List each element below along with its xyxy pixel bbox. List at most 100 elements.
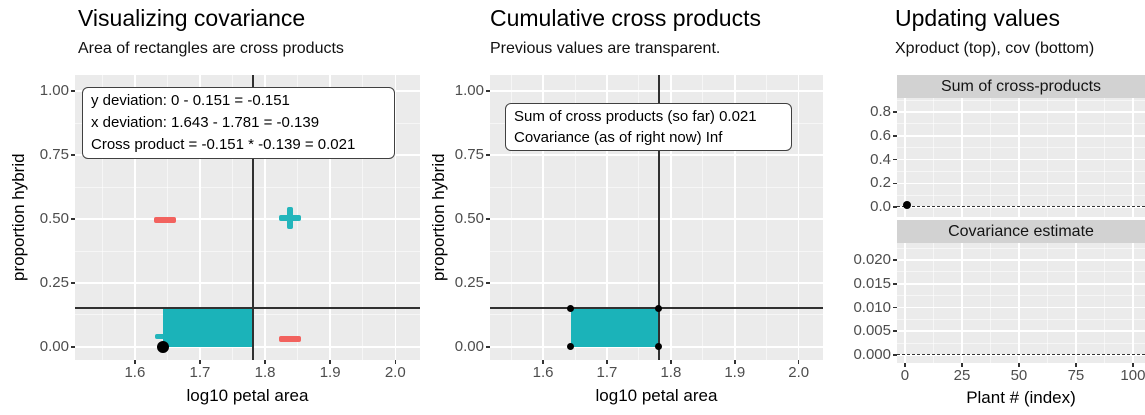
minor-gridline-x <box>574 75 576 360</box>
minor-gridline-y <box>897 295 1145 297</box>
annotation-line-y-deviation: y deviation: 0 - 0.151 = -0.151 <box>91 92 290 109</box>
x-tick-mark <box>797 360 800 364</box>
minor-gridline-y <box>75 250 420 252</box>
major-gridline-y <box>897 158 1145 161</box>
facet-plot-area-covariance <box>897 243 1145 363</box>
x-tick-mark <box>670 360 672 364</box>
y-tick-label: 0.00 <box>454 337 484 355</box>
minor-gridline-x <box>1046 98 1048 217</box>
cross-product-annotation-box: y deviation: 0 - 0.151 = -0.151 x deviat… <box>82 87 395 159</box>
x-tick-mark <box>961 363 963 367</box>
facet-strip-sum-of-cross-products: Sum of cross-products <box>897 75 1145 98</box>
y-tick-label: 0.50 <box>39 210 69 228</box>
y-tick-mark <box>893 111 897 113</box>
cross-product-rect <box>162 308 253 347</box>
minor-gridline-y <box>897 99 1145 101</box>
subplot3-x-axis-title: Plant # (index) <box>966 388 1076 407</box>
major-gridline-x <box>394 75 396 360</box>
y-tick-mark <box>893 283 897 285</box>
y-tick-mark <box>486 218 490 220</box>
minor-gridline-x <box>932 98 934 217</box>
x-tick-label: 2.0 <box>384 364 406 381</box>
y-tick-label: 0.00 <box>39 337 69 355</box>
major-gridline-x <box>904 98 906 217</box>
major-gridline-x <box>606 75 608 360</box>
major-gridline-x <box>134 75 136 360</box>
cross-product-rect <box>570 308 659 347</box>
major-gridline-y <box>897 306 1145 309</box>
minor-gridline-x <box>510 75 512 360</box>
minor-gridline-x <box>1103 98 1105 217</box>
subplot2-subtitle: Previous values are transparent. <box>490 40 721 57</box>
data-point <box>156 340 169 353</box>
rect-corner-dot <box>567 343 575 351</box>
mean-x-line <box>657 75 660 360</box>
major-gridline-x <box>904 243 906 363</box>
x-tick-label: 1.7 <box>189 364 211 381</box>
x-tick-label: 1.6 <box>124 364 146 381</box>
y-tick-mark <box>486 282 490 284</box>
subplot1-x-axis-title: log10 petal area <box>186 386 309 405</box>
x-tick-mark <box>542 360 544 364</box>
minor-gridline-y <box>897 271 1145 273</box>
minor-gridline-x <box>1103 243 1105 363</box>
major-gridline-y <box>75 282 420 284</box>
major-gridline-x <box>542 75 544 360</box>
x-tick-label: 2.0 <box>788 364 810 381</box>
subplot-cumulative-cross-products: Cumulative cross products Previous value… <box>424 0 824 415</box>
x-tick-mark <box>1075 363 1077 367</box>
subplot-visualizing-covariance: Visualizing covariance Area of rectangle… <box>0 0 424 415</box>
major-gridline-y <box>490 154 823 156</box>
major-gridline-x <box>797 75 800 360</box>
minor-gridline-x <box>932 243 934 363</box>
quadrant-sign-minus <box>153 217 176 223</box>
x-tick-mark <box>199 360 201 364</box>
major-gridline-x <box>264 75 266 360</box>
major-gridline-y <box>75 218 420 220</box>
subplot3-subtitle: Xproduct (top), cov (bottom) <box>895 40 1095 57</box>
y-tick-mark <box>71 90 75 92</box>
x-tick-label: 1.9 <box>724 364 746 381</box>
x-tick-mark <box>734 360 736 364</box>
x-tick-label: 75 <box>1067 367 1085 384</box>
major-gridline-x <box>199 75 201 360</box>
minor-gridline-y <box>897 247 1145 249</box>
minor-gridline-y <box>490 186 823 188</box>
minor-gridline-y <box>897 194 1145 196</box>
minor-gridline-x <box>362 75 364 360</box>
x-tick-mark <box>904 363 906 367</box>
y-tick-label: 0.2 <box>870 174 891 192</box>
major-gridline-y <box>490 90 823 92</box>
y-tick-mark <box>893 182 897 185</box>
y-tick-mark <box>71 154 75 156</box>
major-gridline-y <box>897 206 1145 208</box>
y-tick-mark <box>71 282 75 284</box>
y-tick-label: 0.25 <box>454 273 484 291</box>
y-tick-mark <box>486 346 490 348</box>
major-gridline-y <box>897 111 1145 113</box>
y-tick-label: 1.00 <box>39 82 69 100</box>
y-tick-label: 0.000 <box>853 345 891 363</box>
y-tick-mark <box>486 90 490 92</box>
x-tick-label: 1.9 <box>319 364 341 381</box>
y-tick-label: 0.015 <box>853 274 891 292</box>
y-tick-label: 0.005 <box>853 322 891 340</box>
facet-strip-covariance-estimate: Covariance estimate <box>897 220 1145 243</box>
quadrant-sign-minus <box>278 336 301 342</box>
x-tick-label: 1.6 <box>532 364 554 381</box>
y-tick-label: 0.8 <box>870 103 891 120</box>
y-tick-label: 0.25 <box>39 273 69 291</box>
major-gridline-y <box>897 135 1145 137</box>
data-point <box>903 200 912 209</box>
major-gridline-x <box>1018 243 1020 363</box>
minor-gridline-x <box>101 75 103 360</box>
x-tick-mark <box>134 360 136 364</box>
minor-gridline-y <box>897 147 1145 149</box>
x-tick-label: 1.8 <box>660 364 682 381</box>
y-tick-mark <box>893 158 897 161</box>
rect-corner-dot <box>655 304 663 312</box>
minor-gridline-y <box>897 123 1145 125</box>
y-tick-mark <box>71 346 75 348</box>
major-gridline-y <box>897 259 1145 261</box>
